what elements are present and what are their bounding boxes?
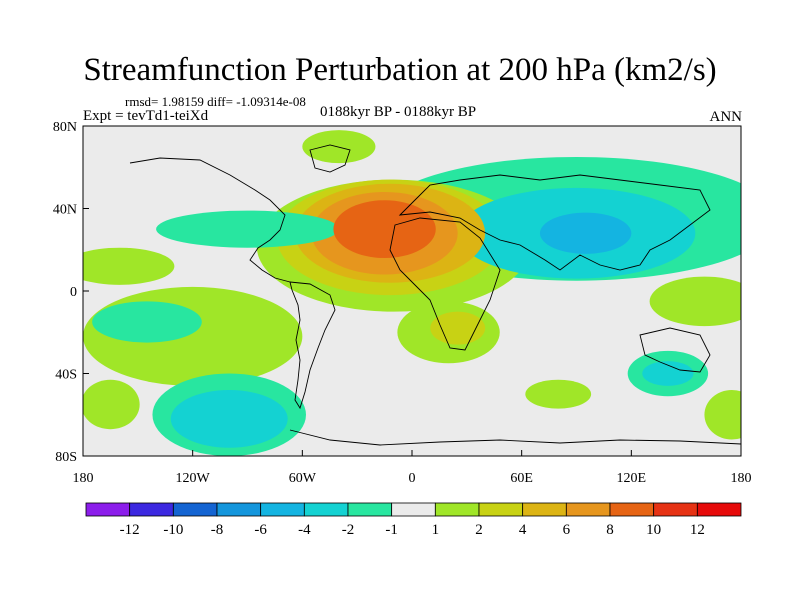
- chart-title: Streamfunction Perturbation at 200 hPa (…: [83, 52, 717, 88]
- contour-region: [83, 247, 175, 285]
- contour-region: [92, 301, 202, 343]
- contour-region: [156, 210, 339, 248]
- contour-region: [704, 390, 741, 440]
- colorbar-label: -6: [254, 522, 267, 538]
- colorbar-label: 2: [475, 522, 483, 538]
- y-tick-label: 40N: [53, 203, 77, 218]
- colorbar-swatch: [347, 502, 393, 517]
- coastline-eurasia: [398, 174, 711, 271]
- y-axis: 80N 40N 0 40S 80S: [53, 120, 89, 465]
- colorbar-swatch: [260, 502, 305, 517]
- coastline-north-america: [129, 157, 291, 283]
- coastlines: [129, 144, 741, 446]
- colorbar-label: -8: [211, 522, 224, 538]
- y-tick-label: 80N: [53, 120, 77, 135]
- period-label: 0188kyr BP - 0188kyr BP: [320, 104, 477, 120]
- contour-region: [302, 130, 376, 164]
- colorbar-label: 12: [690, 522, 705, 538]
- colorbar-label: 6: [563, 522, 571, 538]
- colorbar-swatch: [85, 502, 131, 517]
- colorbar-swatch: [522, 502, 567, 517]
- contour-region: [333, 200, 436, 258]
- colorbar-swatch: [172, 502, 218, 517]
- colorbar-label: 8: [606, 522, 614, 538]
- x-tick-label: 120W: [176, 471, 211, 486]
- colorbar-label: -12: [120, 522, 140, 538]
- x-axis: 180 120W 60W 0 60E 120E 180: [73, 450, 752, 486]
- contour-region: [642, 361, 694, 386]
- colorbar-label: -2: [342, 522, 355, 538]
- coastline-south-america: [289, 281, 336, 410]
- colorbar-swatch: [478, 502, 524, 517]
- colorbar-swatch: [609, 502, 655, 517]
- y-tick-label: 0: [70, 285, 77, 300]
- coastline-australia: [639, 327, 711, 373]
- colorbar-swatch: [303, 502, 349, 517]
- experiment-label: Expt = tevTd1-teiXd: [83, 108, 209, 124]
- coastline-antarctica: [289, 429, 741, 446]
- season-label: ANN: [709, 109, 743, 125]
- x-tick-label: 60E: [510, 471, 533, 486]
- contour-region: [83, 379, 140, 430]
- y-tick-label: 40S: [55, 368, 77, 383]
- x-tick-label: 180: [731, 471, 752, 486]
- colorbar: -12 -10 -8 -6 -4 -2 -1 1 2 4 6 8 10 12: [85, 502, 742, 538]
- x-tick-label: 180: [73, 471, 94, 486]
- colorbar-label: 4: [519, 522, 527, 538]
- colorbar-label: -4: [298, 522, 311, 538]
- colorbar-label: -10: [163, 522, 183, 538]
- contour-region: [525, 379, 592, 409]
- contour-region: [539, 212, 632, 254]
- x-tick-label: 0: [409, 471, 416, 486]
- colorbar-label: 10: [646, 522, 661, 538]
- colorbar-label: -1: [385, 522, 398, 538]
- x-tick-label: 120E: [617, 471, 647, 486]
- colorbar-swatch: [565, 502, 611, 517]
- colorbar-swatch: [696, 502, 742, 517]
- colorbar-swatch: [434, 502, 480, 517]
- y-tick-label: 80S: [55, 450, 77, 465]
- colorbar-label: 1: [432, 522, 440, 538]
- rmsd-diff-label: rmsd= 1.98159 diff= -1.09314e-08: [125, 94, 306, 109]
- contour-region: [649, 276, 741, 327]
- coastline-greenland: [309, 144, 351, 173]
- coastline-africa: [389, 217, 501, 351]
- contour-region: [170, 390, 288, 448]
- colorbar-swatch: [216, 502, 262, 517]
- colorbar-swatch: [653, 502, 698, 517]
- contour-region: [430, 311, 486, 345]
- colorbar-swatch: [129, 502, 174, 517]
- colorbar-swatch: [391, 502, 436, 517]
- x-tick-label: 60W: [289, 471, 317, 486]
- contour-regions: [83, 130, 741, 456]
